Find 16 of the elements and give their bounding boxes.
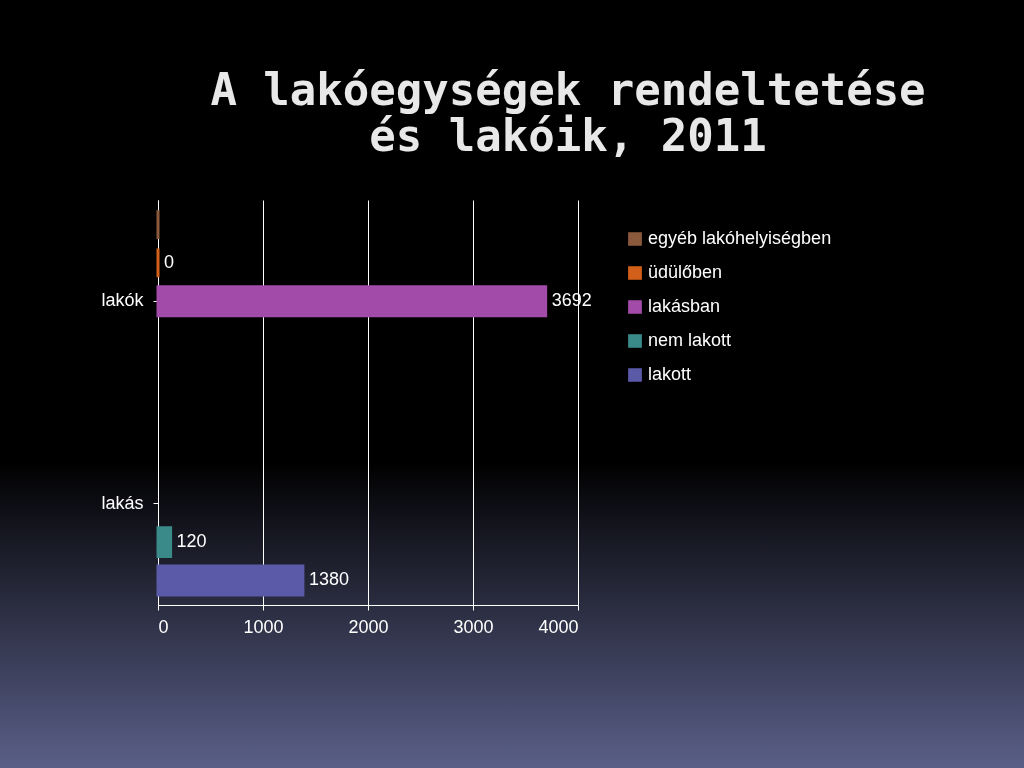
legend-label: lakásban (648, 296, 721, 316)
x-tick-label: 2000 (348, 616, 389, 637)
data-label: 120 (176, 531, 207, 552)
legend-label: lakott (648, 364, 692, 384)
y-tick-label: lakók (101, 290, 145, 311)
legend-label: egyéb lakóhelyiségben (648, 228, 832, 248)
data-label: 0 (164, 251, 175, 272)
y-tick-label: lakás (101, 492, 144, 513)
data-label: 1380 (308, 569, 349, 590)
chart-title: A lakóegységek rendeltetése és lakóik, 2011 (210, 64, 926, 161)
x-tick-label: 1000 (243, 616, 284, 637)
legend-label: üdülőben (648, 262, 723, 282)
x-tick-label: 4000 (538, 616, 579, 637)
x-tick-label: 0 (158, 616, 169, 637)
legend-label: nem lakott (648, 330, 732, 350)
x-tick-label: 3000 (453, 616, 494, 637)
